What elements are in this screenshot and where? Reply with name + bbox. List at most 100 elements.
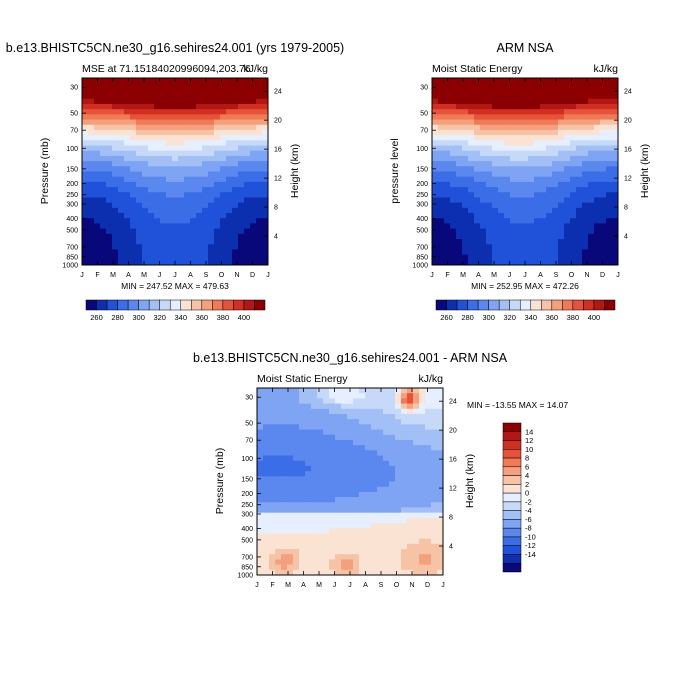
obs-field-cell [468, 259, 475, 265]
model-field-cell [124, 254, 131, 261]
diff-y2-tick-label: 8 [449, 515, 453, 522]
diff-field-cell [293, 465, 300, 472]
model-field-cell [184, 197, 191, 204]
obs-field-cell [576, 197, 583, 204]
diff-field-cell [431, 419, 438, 425]
model-field-cell [154, 83, 161, 89]
diff-colorbar-swatch [502, 536, 522, 546]
obs-field-cell [492, 213, 499, 219]
diff-field-cell [359, 554, 366, 561]
obs-field-cell [510, 129, 517, 136]
model-field-cell [136, 88, 143, 95]
model-field-cell [184, 192, 191, 199]
diff-y-axis-label: Pressure (mb) [214, 448, 226, 515]
diff-field-cell [263, 429, 270, 436]
diff-field-cell [299, 564, 306, 571]
obs-field-cell [546, 109, 553, 115]
obs-field-cell [510, 93, 517, 100]
obs-field-cell [504, 119, 511, 126]
diff-field-cell [365, 403, 372, 410]
model-field-cell [100, 103, 107, 110]
model-field-cell [166, 124, 173, 131]
obs-field-cell [486, 223, 493, 230]
obs-field-cell [582, 150, 589, 157]
obs-field-cell [468, 78, 475, 84]
diff-field-cell [419, 507, 426, 514]
diff-y2-tick-label: 24 [449, 399, 457, 406]
model-field-cell [118, 78, 125, 84]
diff-field-cell [431, 460, 438, 467]
obs-field-cell [588, 218, 595, 225]
obs-field-cell [504, 145, 511, 152]
obs-colorbar-swatch [530, 299, 542, 311]
diff-field-cell [377, 528, 384, 535]
diff-field-cell [299, 523, 306, 529]
obs-field-cell [528, 161, 535, 167]
obs-field-cell [444, 244, 451, 251]
obs-field-cell [528, 249, 535, 256]
obs-field-cell [504, 150, 511, 157]
model-field-cell [136, 145, 143, 152]
obs-field-cell [492, 197, 499, 204]
diff-field-cell [275, 434, 282, 441]
model-field-cell [208, 254, 215, 261]
model-field-cell [172, 129, 179, 136]
obs-field-cell [528, 78, 535, 84]
diff-field-cell [371, 569, 378, 575]
obs-field-cell [552, 135, 559, 141]
obs-colorbar-swatch [435, 299, 447, 311]
model-field-cell [148, 207, 155, 214]
diff-field-cell [353, 497, 360, 503]
diff-field-cell [281, 554, 288, 561]
diff-field-cell [377, 491, 384, 498]
obs-field-cell [438, 98, 445, 105]
obs-field-cell [540, 233, 547, 240]
model-field-cell [118, 145, 125, 152]
obs-y2-tick-label: 16 [624, 147, 632, 154]
obs-field-cell [606, 150, 613, 157]
diff-field-cell [425, 471, 432, 477]
obs-field-cell [456, 213, 463, 219]
model-field-cell [244, 239, 251, 245]
obs-field-cell [552, 249, 559, 256]
model-y-tick-label: 700 [66, 244, 78, 251]
model-field-cell [256, 129, 263, 136]
model-field-cell [196, 259, 203, 265]
obs-field-cell [546, 83, 553, 89]
model-field-cell [172, 176, 179, 183]
obs-field-cell [504, 88, 511, 95]
obs-field-cell [576, 202, 583, 209]
model-x-tick-label: J [173, 272, 177, 279]
obs-field-cell [612, 103, 618, 110]
obs-x-tick-label: N [584, 272, 589, 279]
obs-field-cell [450, 181, 457, 188]
model-colorbar-swatch [117, 299, 129, 311]
obs-field-cell [498, 207, 505, 214]
obs-field-cell [540, 145, 547, 152]
diff-field-cell [275, 429, 282, 436]
diff-field-cell [365, 497, 372, 503]
diff-field-cell [293, 486, 300, 493]
model-field-cell [172, 119, 179, 126]
obs-field-cell [510, 166, 517, 173]
diff-field-cell [347, 554, 354, 561]
obs-field-cell [486, 114, 493, 121]
obs-field-cell [516, 244, 523, 251]
diff-field-cell [359, 388, 366, 394]
diff-field-cell [311, 507, 318, 514]
obs-field-cell [612, 192, 618, 199]
obs-field-cell [588, 103, 595, 110]
diff-field-cell [305, 429, 312, 436]
model-field-cell [118, 88, 125, 95]
diff-colorbar-label: 4 [525, 471, 529, 480]
model-field-cell [112, 197, 119, 204]
diff-field-cell [353, 424, 360, 431]
diff-field-cell [371, 523, 378, 529]
model-field-cell [238, 254, 245, 261]
model-field-cell [184, 259, 191, 265]
model-field-cell [172, 197, 179, 204]
diff-field-cell [263, 543, 270, 550]
obs-field-cell [492, 192, 499, 199]
diff-field-cell [269, 543, 276, 550]
